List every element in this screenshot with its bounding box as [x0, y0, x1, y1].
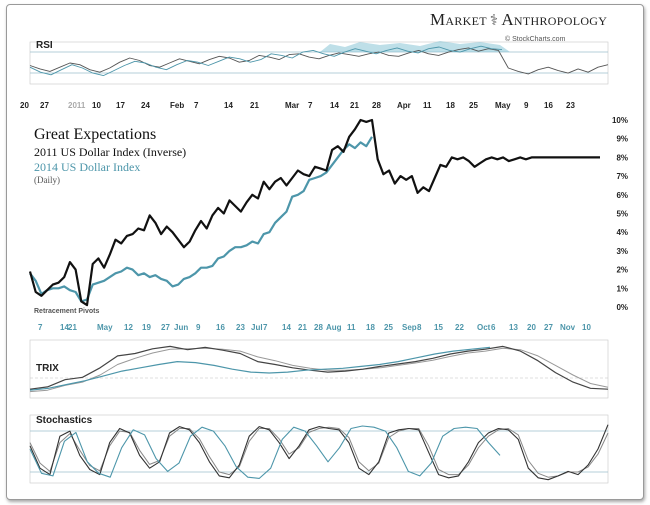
y-tick-label: 1%: [616, 284, 628, 293]
trix-line-2014: [29, 346, 491, 391]
top-tick-label: 14: [224, 101, 233, 110]
bottom-tick-label: 21: [298, 323, 307, 332]
y-tick-label: 6%: [616, 191, 628, 200]
rsi-series-2011: [29, 47, 609, 75]
stochastics-line-2014: [29, 425, 501, 479]
bottom-tick-label: 14: [60, 323, 69, 332]
top-tick-label: Mar: [285, 101, 299, 110]
bottom-tick-label: 28: [314, 323, 323, 332]
top-tick-label: 17: [116, 101, 125, 110]
top-tick-label: 28: [372, 101, 381, 110]
bottom-tick-label: Oct: [477, 323, 491, 332]
top-tick-label: 16: [544, 101, 553, 110]
bottom-tick-label: 9: [196, 323, 201, 332]
top-tick-label: 10: [92, 101, 101, 110]
bottom-tick-label: 25: [384, 323, 393, 332]
trix-title: TRIX: [36, 363, 59, 374]
bottom-tick-label: Nov: [560, 323, 576, 332]
top-tick-label: 27: [40, 101, 49, 110]
top-tick-label: 25: [469, 101, 478, 110]
top-tick-label: 7: [308, 101, 313, 110]
brand-right: Anthropology: [501, 10, 608, 29]
bottom-tick-label: Jul: [251, 323, 263, 332]
bottom-tick-label: 7: [263, 323, 268, 332]
bottom-tick-label: 21: [68, 323, 77, 332]
bottom-tick-label: 8: [417, 323, 422, 332]
legend-2014: 2014 US Dollar Index: [34, 160, 140, 174]
legend-2011: 2011 US Dollar Index (Inverse): [34, 145, 186, 159]
top-tick-label: Apr: [397, 101, 411, 110]
brand-logo: Market ⚕ Anthropology: [430, 10, 607, 30]
y-tick-label: 7%: [616, 172, 628, 181]
y-tick-label: 4%: [616, 228, 628, 237]
retracement-pivots-label: Retracement Pivots: [34, 308, 99, 315]
brand-left: Market: [430, 10, 487, 29]
legend-daily: (Daily): [34, 175, 60, 185]
y-tick-label: 8%: [616, 153, 628, 162]
top-tick-label: 11: [423, 101, 432, 110]
bottom-tick-label: 15: [434, 323, 443, 332]
y-tick-label: 9%: [616, 135, 628, 144]
bottom-tick-label: 10: [582, 323, 591, 332]
y-tick-label: 0%: [616, 303, 628, 312]
top-tick-label: May: [495, 101, 511, 110]
rsi-series-2014: [29, 45, 503, 77]
top-tick-label: 23: [566, 101, 575, 110]
copyright-label: © StockCharts.com: [505, 36, 566, 43]
rsi-title: RSI: [36, 40, 53, 51]
series-2011-line: [28, 118, 600, 307]
bottom-tick-label: Sep: [402, 323, 417, 332]
bottom-tick-label: May: [97, 323, 113, 332]
top-tick-label: 2011: [68, 101, 86, 110]
top-tick-label: 14: [330, 101, 339, 110]
bottom-tick-label: 19: [142, 323, 151, 332]
chart-title: Great Expectations: [34, 126, 156, 143]
y-tick-label: 2%: [616, 266, 628, 275]
top-tick-label: 9: [524, 101, 529, 110]
bottom-tick-label: Jun: [174, 323, 188, 332]
bottom-tick-label: 18: [366, 323, 375, 332]
bottom-tick-label: 20: [527, 323, 536, 332]
top-tick-label: 24: [141, 101, 150, 110]
rsi-panel: [29, 41, 609, 85]
top-tick-label: 18: [446, 101, 455, 110]
series-lines: [28, 45, 609, 481]
bottom-tick-label: 11: [347, 323, 356, 332]
bottom-tick-label: 27: [544, 323, 553, 332]
stochastics-title: Stochastics: [36, 415, 93, 426]
stochastics-line-2011: [29, 424, 609, 481]
trix-line-2011: [29, 345, 609, 390]
y-tick-label: 5%: [616, 210, 628, 219]
top-tick-label: 21: [250, 101, 259, 110]
top-tick-label: 7: [194, 101, 199, 110]
y-tick-label: 3%: [616, 247, 628, 256]
top-tick-label: 21: [350, 101, 359, 110]
bottom-tick-label: Aug: [326, 323, 342, 332]
bottom-tick-label: 13: [509, 323, 518, 332]
top-tick-label: 20: [20, 101, 29, 110]
bottom-tick-label: 6: [491, 323, 496, 332]
bottom-tick-label: 14: [282, 323, 291, 332]
top-tick-label: Feb: [170, 101, 184, 110]
dna-icon: ⚕: [489, 13, 499, 29]
y-tick-label: 10%: [612, 116, 628, 125]
bottom-tick-label: 23: [236, 323, 245, 332]
bottom-tick-label: 22: [455, 323, 464, 332]
bottom-tick-label: 7: [38, 323, 43, 332]
bottom-tick-label: 12: [124, 323, 133, 332]
bottom-tick-label: 27: [161, 323, 170, 332]
bottom-tick-label: 16: [216, 323, 225, 332]
